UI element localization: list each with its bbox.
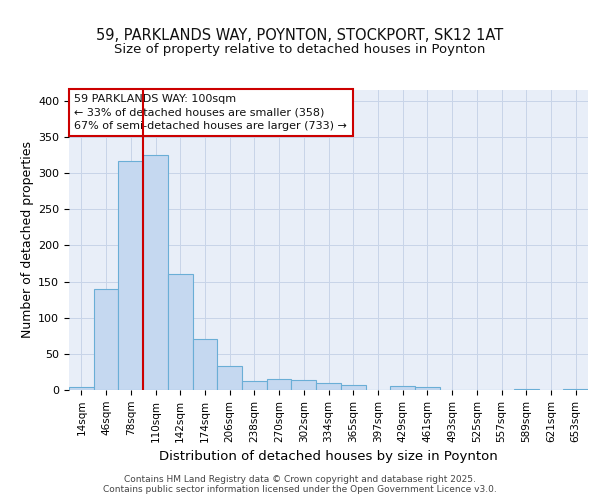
Text: Size of property relative to detached houses in Poynton: Size of property relative to detached ho… xyxy=(115,42,485,56)
Text: 59, PARKLANDS WAY, POYNTON, STOCKPORT, SK12 1AT: 59, PARKLANDS WAY, POYNTON, STOCKPORT, S… xyxy=(97,28,503,42)
Bar xyxy=(563,388,588,390)
Bar xyxy=(415,387,440,390)
Text: Contains HM Land Registry data © Crown copyright and database right 2025.
Contai: Contains HM Land Registry data © Crown c… xyxy=(103,474,497,494)
Bar xyxy=(217,366,242,390)
Bar xyxy=(267,379,292,390)
Bar xyxy=(242,382,267,390)
Bar xyxy=(168,274,193,390)
Bar xyxy=(69,387,94,390)
Bar xyxy=(514,388,539,390)
Bar xyxy=(94,289,118,390)
Bar xyxy=(193,340,217,390)
X-axis label: Distribution of detached houses by size in Poynton: Distribution of detached houses by size … xyxy=(159,450,498,463)
Bar xyxy=(143,155,168,390)
Bar xyxy=(118,161,143,390)
Bar xyxy=(341,385,365,390)
Bar xyxy=(390,386,415,390)
Y-axis label: Number of detached properties: Number of detached properties xyxy=(21,142,34,338)
Bar xyxy=(292,380,316,390)
Bar xyxy=(316,383,341,390)
Text: 59 PARKLANDS WAY: 100sqm
← 33% of detached houses are smaller (358)
67% of semi-: 59 PARKLANDS WAY: 100sqm ← 33% of detach… xyxy=(74,94,347,131)
